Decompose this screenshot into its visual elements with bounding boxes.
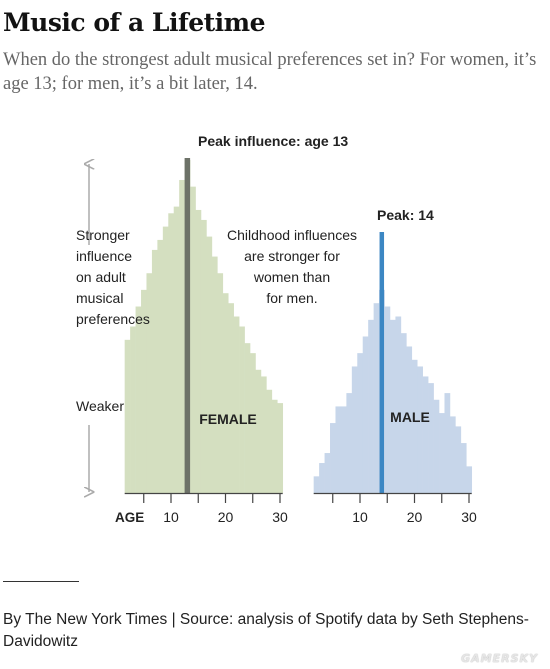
bar — [130, 326, 136, 493]
bar — [362, 336, 369, 493]
bar — [255, 369, 262, 493]
y-label-line: musical — [76, 290, 123, 306]
chart-title: Music of a Lifetime — [3, 8, 266, 37]
bar — [373, 303, 380, 493]
watermark: GAMERSKY — [461, 652, 538, 665]
bar — [449, 416, 456, 493]
x-tick-label: 30 — [272, 509, 288, 525]
x-axis-title: AGE — [115, 510, 144, 525]
annotation-line: for men. — [266, 290, 317, 306]
bar — [244, 343, 251, 493]
x-axes: 10 20 30 10 20 30 — [124, 492, 477, 525]
bar — [260, 376, 267, 493]
annotation-line: Childhood influences — [227, 227, 357, 243]
bar — [319, 463, 325, 493]
bar — [400, 333, 407, 493]
bar — [217, 273, 224, 493]
bar — [277, 403, 284, 493]
y-label-line: influence — [76, 248, 132, 264]
bar — [351, 366, 358, 493]
bar — [206, 236, 213, 493]
bar — [135, 306, 142, 493]
male-series-label: MALE — [390, 409, 430, 425]
bar — [330, 423, 336, 493]
annotation-text: Childhood influences are stronger for wo… — [227, 227, 357, 306]
x-tick-label: 20 — [218, 509, 234, 525]
chart-subtitle: When do the strongest adult musical pref… — [3, 50, 537, 94]
bar — [157, 239, 164, 493]
annotation-line: are stronger for — [244, 248, 340, 264]
weaker-label: Weaker — [76, 398, 124, 414]
bar — [340, 406, 347, 493]
bar — [228, 303, 234, 493]
y-label-line: Stronger — [76, 227, 130, 243]
bar — [151, 249, 158, 493]
male-bars — [313, 289, 473, 493]
female-peak-group: Peak influence: age 13 — [184, 133, 348, 493]
bar — [239, 326, 245, 493]
bar — [146, 273, 153, 493]
bar — [417, 366, 423, 493]
bar — [222, 293, 229, 493]
bar — [200, 219, 207, 493]
annotation-line: women than — [253, 269, 330, 285]
bar — [466, 466, 473, 493]
y-label-line: on adult — [76, 269, 126, 285]
bar — [455, 426, 462, 493]
bar — [439, 413, 445, 493]
bar — [250, 353, 256, 493]
bar — [271, 399, 278, 493]
bar — [313, 476, 320, 493]
female-series-label: FEMALE — [199, 411, 257, 427]
bar — [190, 186, 196, 493]
bar — [460, 443, 467, 493]
bar — [444, 393, 451, 493]
y-axis-label: Stronger influence on adult musical pref… — [76, 227, 150, 327]
bar — [428, 383, 434, 493]
bar — [179, 179, 185, 494]
bar — [195, 209, 202, 493]
x-tick-label: 20 — [407, 509, 423, 525]
footer-rule — [3, 581, 79, 582]
bar — [422, 376, 429, 493]
bar — [384, 306, 391, 493]
bar — [124, 339, 131, 493]
bar — [162, 226, 169, 493]
bar — [335, 406, 342, 493]
bar — [357, 353, 364, 493]
bar — [433, 399, 440, 493]
bar — [406, 346, 413, 493]
bar — [395, 316, 402, 493]
bar — [141, 289, 147, 493]
bar — [389, 319, 396, 493]
bar — [266, 389, 273, 493]
bar — [346, 393, 353, 493]
x-tick-label: 30 — [461, 509, 477, 525]
y-label-line: preferences — [76, 311, 150, 327]
bar — [411, 359, 418, 493]
peak-label: Peak influence: age 13 — [198, 133, 348, 149]
x-tick-label: 10 — [163, 509, 179, 525]
male-peak-group: Peak: 14 — [377, 207, 434, 493]
bar — [233, 316, 240, 493]
bar — [324, 453, 331, 493]
bar — [168, 213, 175, 493]
chart-area: Stronger influence on adult musical pref… — [76, 133, 477, 525]
bar — [173, 206, 180, 493]
x-tick-label: 10 — [352, 509, 368, 525]
source-credit: By The New York Times | Source: analysis… — [3, 611, 529, 650]
bar — [368, 319, 374, 493]
bar — [211, 256, 218, 493]
peak-label: Peak: 14 — [377, 207, 434, 223]
